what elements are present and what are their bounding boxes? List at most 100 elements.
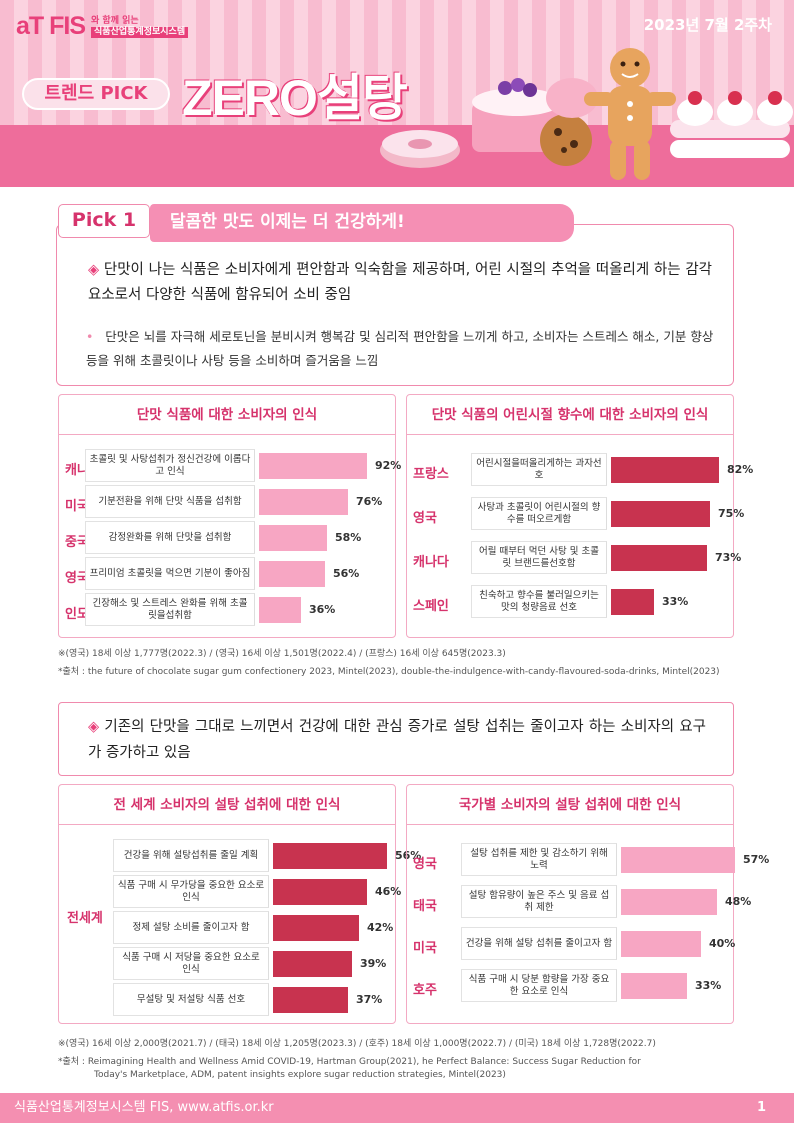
chart-title: 단맛 식품의 어린시절 향수에 대한 소비자의 인식: [407, 395, 733, 435]
chart-row: 정제 설탕 소비를 줄이고자 함 42%: [59, 911, 395, 947]
chart-row: 영국 설탕 섭취를 제한 및 감소하기 위해 노력 57%: [407, 843, 769, 879]
trend-pick-badge: 트렌드 PICK: [22, 78, 170, 110]
value-label: 33%: [695, 979, 722, 992]
issue-week: 2023년 7월 2주차: [643, 16, 772, 34]
country-label: 영국: [413, 511, 437, 526]
pick1-label: Pick 1: [58, 204, 150, 238]
fis-logo[interactable]: aT FIS 와 함께 읽는 식품산업통계정보시스템: [16, 12, 189, 41]
country-label: 중국: [65, 535, 89, 550]
chart-bar: [621, 889, 717, 915]
sample-note-1: ※(영국) 18세 이상 1,777명(2022.3) / (영국) 16세 이…: [58, 649, 506, 659]
chart-title: 국가별 소비자의 설탕 섭취에 대한 인식: [407, 785, 733, 825]
source-note-1: *출처 : the future of chocolate sugar gum …: [58, 667, 720, 677]
pick2-text: 기존의 단맛을 그대로 느끼면서 건강에 대한 관심 증가로 설탕 섭취는 줄이…: [88, 719, 707, 761]
chart-row: 호주 식품 구매 시 당분 함량을 가장 중요한 요소로 인식 33%: [407, 969, 733, 1005]
footer-text: 식품산업통계정보시스템 FIS, www.atfis.or.kr: [14, 1100, 274, 1115]
category-description: 어릴 때부터 먹던 사탕 및 초콜릿 브랜드를선호함: [471, 541, 607, 574]
chart-row: 영국 사탕과 초콜릿이 어린시절의 향수를 떠오르게함 75%: [407, 497, 744, 533]
logo-subtitle: 와 함께 읽는 식품산업통계정보시스템: [91, 16, 189, 38]
chart-bar: [621, 847, 735, 873]
chart-title: 단맛 식품에 대한 소비자의 인식: [59, 395, 395, 435]
value-label: 92%: [375, 459, 402, 472]
pick2-box: [58, 702, 734, 776]
pick1-sub-bullet: • 단맛은 뇌를 자극해 세로토닌을 분비시켜 행복감 및 심리적 편안함을 느…: [86, 325, 716, 373]
chart-bar: [273, 879, 367, 905]
value-label: 82%: [727, 463, 754, 476]
category-description: 사탕과 초콜릿이 어린시절의 향수를 떠오르게함: [471, 497, 607, 530]
chart-bar: [611, 545, 707, 571]
category-description: 건강을 위해 설탕 섭취를 줄이고자 함: [461, 927, 617, 960]
chart-row: 인도 긴장해소 및 스트레스 완화를 위해 초콜릿을섭취함 36%: [59, 593, 395, 629]
diamond-bullet-icon: ◈: [88, 719, 105, 735]
chart-row: 미국 기분전환을 위해 단맛 식품을 섭취함 76%: [59, 485, 395, 521]
category-description: 초콜릿 및 사탕섭취가 정신건강에 이롭다고 인식: [85, 449, 255, 482]
page-number: 1: [756, 1100, 766, 1115]
category-description: 긴장해소 및 스트레스 완화를 위해 초콜릿을섭취함: [85, 593, 255, 626]
page-title: ZERO설탕: [182, 70, 408, 126]
value-label: 58%: [335, 531, 362, 544]
country-label: 프랑스: [413, 467, 449, 482]
category-description: 친숙하고 향수를 불러일으키는 맛의 청량음료 선호: [471, 585, 607, 618]
category-description: 정제 설탕 소비를 줄이고자 함: [113, 911, 269, 944]
category-description: 식품 구매 시 무가당을 중요한 요소로 인식: [113, 875, 269, 908]
country-label: 호주: [413, 983, 437, 998]
category-description: 건강을 위해 설탕섭취를 줄일 계획: [113, 839, 269, 872]
logo-line-2: 식품산업통계정보시스템: [91, 26, 189, 38]
diamond-bullet-icon: ◈: [88, 262, 104, 278]
source-note-2a: *출처 : Reimagining Health and Wellness Am…: [58, 1057, 641, 1067]
chart-row: 미국 건강을 위해 설탕 섭취를 줄이고자 함 40%: [407, 927, 736, 963]
category-description: 설탕 섭취를 제한 및 감소하기 위해 노력: [461, 843, 617, 876]
country-label: 영국: [413, 857, 437, 872]
chart-title: 전 세계 소비자의 설탕 섭취에 대한 인식: [59, 785, 395, 825]
sample-note-2: ※(영국) 16세 이상 2,000명(2021.7) / (태국) 18세 이…: [58, 1039, 656, 1049]
dot-bullet-icon: •: [86, 329, 106, 344]
value-label: 40%: [709, 937, 736, 950]
chart-bar: [621, 973, 687, 999]
page-footer: 식품산업통계정보시스템 FIS, www.atfis.or.kr 1: [0, 1093, 794, 1123]
chart-bar: [259, 561, 325, 587]
chart-bar: [259, 597, 301, 623]
chart-row: 스페인 친숙하고 향수를 불러일으키는 맛의 청량음료 선호 33%: [407, 585, 733, 621]
chart-bar: [621, 931, 701, 957]
value-label: 33%: [662, 595, 689, 608]
country-label: 태국: [413, 899, 437, 914]
category-description: 어린시절을떠올리게하는 과자선호: [471, 453, 607, 486]
pick1-main-text: 단맛이 나는 식품은 소비자에게 편안함과 익숙함을 제공하며, 어린 시절의 …: [88, 262, 712, 303]
category-description: 프리미엄 초콜릿을 먹으면 기분이 좋아짐: [85, 557, 255, 590]
country-label: 미국: [413, 941, 437, 956]
dessert-illustration: [380, 48, 793, 180]
value-label: 56%: [395, 849, 422, 862]
chart-bar: [259, 489, 348, 515]
value-label: 37%: [356, 993, 383, 1006]
chart-bar: [273, 987, 348, 1013]
chart-row: 식품 구매 시 무가당을 중요한 요소로 인식 46%: [59, 875, 401, 911]
value-label: 48%: [725, 895, 752, 908]
chart-row: 중국 감정완화를 위해 단맛을 섭취함 58%: [59, 521, 395, 557]
country-label: 영국: [65, 571, 89, 586]
chart-bar: [259, 453, 367, 479]
pick1-main-bullet: ◈ 단맛이 나는 식품은 소비자에게 편안함과 익숙함을 제공하며, 어린 시절…: [88, 258, 712, 308]
category-description: 무설탕 및 저설탕 식품 선호: [113, 983, 269, 1016]
chart-row: 프랑스 어린시절을떠올리게하는 과자선호 82%: [407, 453, 753, 489]
value-label: 76%: [356, 495, 383, 508]
chart-row: 태국 설탕 함유량이 높은 주스 및 음료 섭취 제한 48%: [407, 885, 751, 921]
chart-bar: [611, 501, 710, 527]
chart-row: 캐나다 어릴 때부터 먹던 사탕 및 초콜릿 브랜드를선호함 73%: [407, 541, 741, 577]
category-description: 식품 구매 시 당분 함량을 가장 중요한 요소로 인식: [461, 969, 617, 1002]
value-label: 56%: [333, 567, 360, 580]
pick1-sub-text: 단맛은 뇌를 자극해 세로토닌을 분비시켜 행복감 및 심리적 편안함을 느끼게…: [86, 329, 714, 368]
chart-group-label: 전세계: [67, 911, 103, 926]
pick1-headline: 달콤한 맛도 이제는 더 건강하게!: [150, 204, 574, 242]
value-label: 39%: [360, 957, 387, 970]
chart-sweet-perception: 단맛 식품에 대한 소비자의 인식 캐나다 초콜릿 및 사탕섭취가 정신건강에 이롭…: [58, 394, 401, 638]
country-label: 인도: [65, 607, 89, 622]
country-label: 스페인: [413, 599, 449, 614]
source-note-2b: Today's Marketplace, ADM, patent insight…: [94, 1070, 506, 1080]
chart-row: 영국 프리미엄 초콜릿을 먹으면 기분이 좋아짐 56%: [59, 557, 395, 593]
category-description: 기분전환을 위해 단맛 식품을 섭취함: [85, 485, 255, 518]
country-label: 캐나다: [413, 555, 449, 570]
chart-bar: [273, 915, 359, 941]
